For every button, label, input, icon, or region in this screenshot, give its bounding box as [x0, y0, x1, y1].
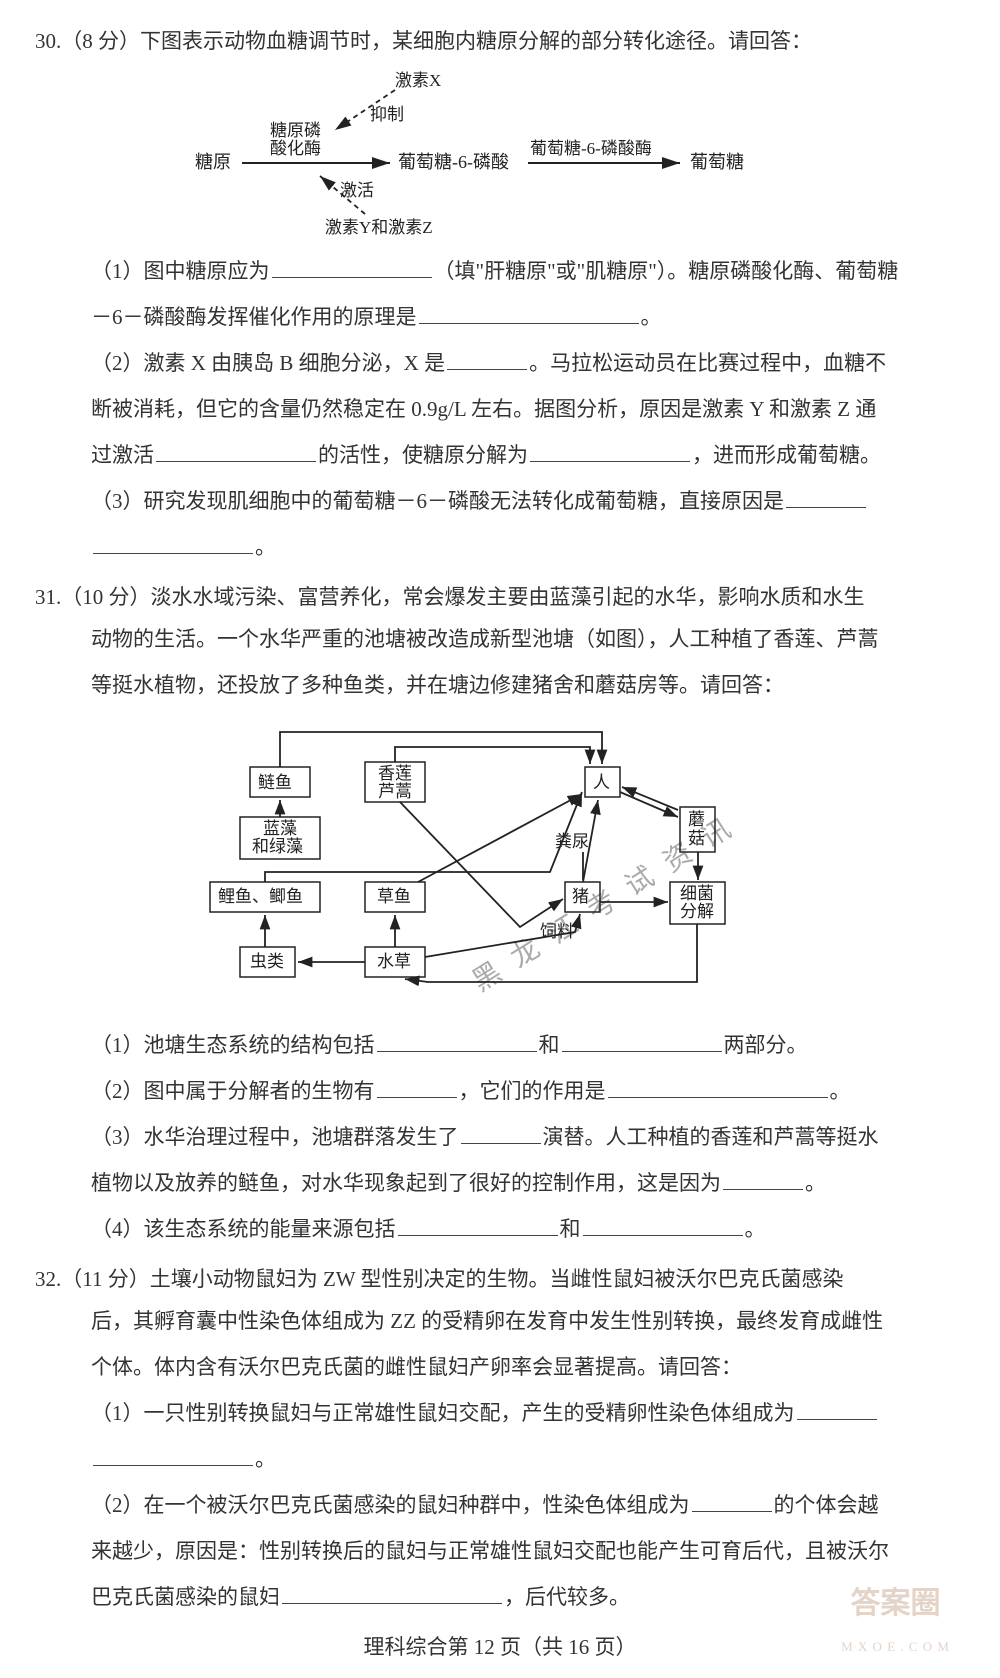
- blank[interactable]: [583, 1217, 743, 1236]
- q30-p1-line1: （1）图中糖原应为（填"肝糖原"或"肌糖原"）。糖原磷酸化酶、葡萄糖: [91, 250, 965, 292]
- blank[interactable]: [419, 305, 639, 324]
- q31-h3: 等挺水植物，还投放了多种鱼类，并在塘边修建猪舍和蘑菇房等。请回答：: [91, 664, 965, 706]
- question-32: 32.（11 分）土壤小动物鼠妇为 ZW 型性别决定的生物。当雌性鼠妇被沃尔巴克…: [35, 1258, 965, 1618]
- q32-h2: 后，其孵育囊中性染色体组成为 ZZ 的受精卵在发育中发生性别转换，最终发育成雌性: [91, 1300, 965, 1342]
- q31-svg: 黑 龙 江 考 试 资 讯 鲢鱼 香莲 芦蒿 人 蘑 菇 蓝藻 和绿藻: [170, 712, 830, 1012]
- blank[interactable]: [93, 1447, 253, 1466]
- q32-p2-line3: 巴克氏菌感染的鼠妇，后代较多。: [91, 1576, 965, 1618]
- q32-h3: 个体。体内含有沃尔巴克氏菌的雌性鼠妇产卵率会显著提高。请回答：: [91, 1346, 965, 1388]
- q32-p2-line1: （2）在一个被沃尔巴克氏菌感染的鼠妇种群中，性染色体组成为的个体会越: [91, 1484, 965, 1526]
- q30-header: 30.（8 分）下图表示动物血糖调节时，某细胞内糖原分解的部分转化途径。请回答：: [35, 20, 965, 62]
- q31-p2: （2）图中属于分解者的生物有，它们的作用是。: [91, 1070, 965, 1112]
- q31-diagram: 黑 龙 江 考 试 资 讯 鲢鱼 香莲 芦蒿 人 蘑 菇 蓝藻 和绿藻: [35, 712, 965, 1012]
- svg-text:蓝藻: 蓝藻: [263, 819, 297, 838]
- svg-text:水草: 水草: [377, 952, 411, 971]
- question-31: 31.（10 分）淡水水域污染、富营养化，常会爆发主要由蓝藻引起的水华，影响水质…: [35, 576, 965, 1250]
- blank[interactable]: [447, 351, 527, 370]
- q32-p1-line2: 。: [91, 1438, 965, 1480]
- q30-p2-line3: 过激活的活性，使糖原分解为，进而形成葡萄糖。: [91, 434, 965, 476]
- svg-text:虫类: 虫类: [250, 952, 284, 971]
- q30-p1-line2: －6－磷酸酶发挥催化作用的原理是。: [91, 296, 965, 338]
- svg-text:蘑: 蘑: [688, 810, 705, 829]
- blank[interactable]: [377, 1079, 457, 1098]
- svg-text:糖原磷: 糖原磷: [270, 121, 321, 140]
- svg-text:抑制: 抑制: [370, 105, 404, 124]
- svg-text:酸化酶: 酸化酶: [270, 139, 321, 158]
- blank[interactable]: [786, 489, 866, 508]
- blank[interactable]: [530, 443, 690, 462]
- blank[interactable]: [377, 1033, 537, 1052]
- blank[interactable]: [156, 443, 316, 462]
- svg-text:鲤鱼、鲫鱼: 鲤鱼、鲫鱼: [218, 887, 303, 906]
- q30-svg: 糖原 糖原磷 酸化酶 激素X 抑制 葡萄糖-6-磷酸 葡萄糖-6-磷酸酶 葡萄糖…: [170, 68, 830, 238]
- blank[interactable]: [692, 1493, 772, 1512]
- blank[interactable]: [282, 1585, 502, 1604]
- svg-text:葡萄糖-6-磷酸酶: 葡萄糖-6-磷酸酶: [530, 139, 652, 158]
- svg-text:鲢鱼: 鲢鱼: [258, 773, 292, 792]
- question-30: 30.（8 分）下图表示动物血糖调节时，某细胞内糖原分解的部分转化途径。请回答：…: [35, 20, 965, 568]
- q32-p2-line2: 来越少，原因是：性别转换后的鼠妇与正常雄性鼠妇交配也能产生可育后代，且被沃尔: [91, 1530, 965, 1572]
- svg-text:人: 人: [593, 773, 610, 792]
- q30-diagram: 糖原 糖原磷 酸化酶 激素X 抑制 葡萄糖-6-磷酸 葡萄糖-6-磷酸酶 葡萄糖…: [35, 68, 965, 238]
- q31-header: 31.（10 分）淡水水域污染、富营养化，常会爆发主要由蓝藻引起的水华，影响水质…: [35, 576, 965, 618]
- svg-text:菇: 菇: [688, 829, 705, 848]
- svg-text:激活: 激活: [340, 181, 374, 200]
- svg-text:细菌: 细菌: [680, 884, 714, 903]
- blank[interactable]: [562, 1033, 722, 1052]
- svg-text:和绿藻: 和绿藻: [252, 837, 303, 856]
- svg-text:糖原: 糖原: [195, 152, 231, 172]
- q32-header: 32.（11 分）土壤小动物鼠妇为 ZW 型性别决定的生物。当雌性鼠妇被沃尔巴克…: [35, 1258, 965, 1300]
- q30-p3-line1: （3）研究发现肌细胞中的葡萄糖－6－磷酸无法转化成葡萄糖，直接原因是: [91, 480, 965, 522]
- blank[interactable]: [461, 1125, 541, 1144]
- svg-text:葡萄糖: 葡萄糖: [690, 152, 744, 172]
- svg-text:黑: 黑: [467, 957, 507, 998]
- svg-text:葡萄糖-6-磷酸: 葡萄糖-6-磷酸: [398, 152, 509, 172]
- q32-p1-line1: （1）一只性别转换鼠妇与正常雄性鼠妇交配，产生的受精卵性染色体组成为: [91, 1392, 965, 1434]
- svg-text:饲料: 饲料: [540, 922, 574, 941]
- svg-text:分解: 分解: [680, 902, 714, 921]
- q31-h2: 动物的生活。一个水华严重的池塘被改造成新型池塘（如图），人工种植了香莲、芦蒿: [91, 618, 965, 660]
- q31-p3-line2: 植物以及放养的鲢鱼，对水华现象起到了很好的控制作用，这是因为。: [91, 1162, 965, 1204]
- blank[interactable]: [797, 1401, 877, 1420]
- svg-text:芦蒿: 芦蒿: [378, 782, 412, 801]
- svg-text:试: 试: [619, 861, 660, 903]
- svg-text:激素X: 激素X: [395, 71, 441, 90]
- q30-p2-line2: 断被消耗，但它的含量仍然稳定在 0.9g/L 左右。据图分析，原因是激素 Y 和…: [91, 388, 965, 430]
- blank[interactable]: [272, 259, 432, 278]
- svg-text:草鱼: 草鱼: [377, 887, 411, 906]
- q31-p1: （1）池塘生态系统的结构包括和两部分。: [91, 1024, 965, 1066]
- q30-p3-line2: 。: [91, 526, 965, 568]
- blank[interactable]: [608, 1079, 828, 1098]
- svg-text:激素Y和激素Z: 激素Y和激素Z: [325, 218, 433, 237]
- svg-text:猪: 猪: [572, 887, 589, 906]
- blank[interactable]: [723, 1171, 803, 1190]
- svg-text:香莲: 香莲: [378, 764, 412, 783]
- blank[interactable]: [398, 1217, 558, 1236]
- q31-p3-line1: （3）水华治理过程中，池塘群落发生了演替。人工种植的香莲和芦蒿等挺水: [91, 1116, 965, 1158]
- page-footer: 理科综合第 12 页（共 16 页）: [35, 1626, 965, 1668]
- q31-p4: （4）该生态系统的能量来源包括和。: [91, 1208, 965, 1250]
- blank[interactable]: [93, 535, 253, 554]
- q30-p2-line1: （2）激素 X 由胰岛 B 细胞分泌，X 是。马拉松运动员在比赛过程中，血糖不: [91, 342, 965, 384]
